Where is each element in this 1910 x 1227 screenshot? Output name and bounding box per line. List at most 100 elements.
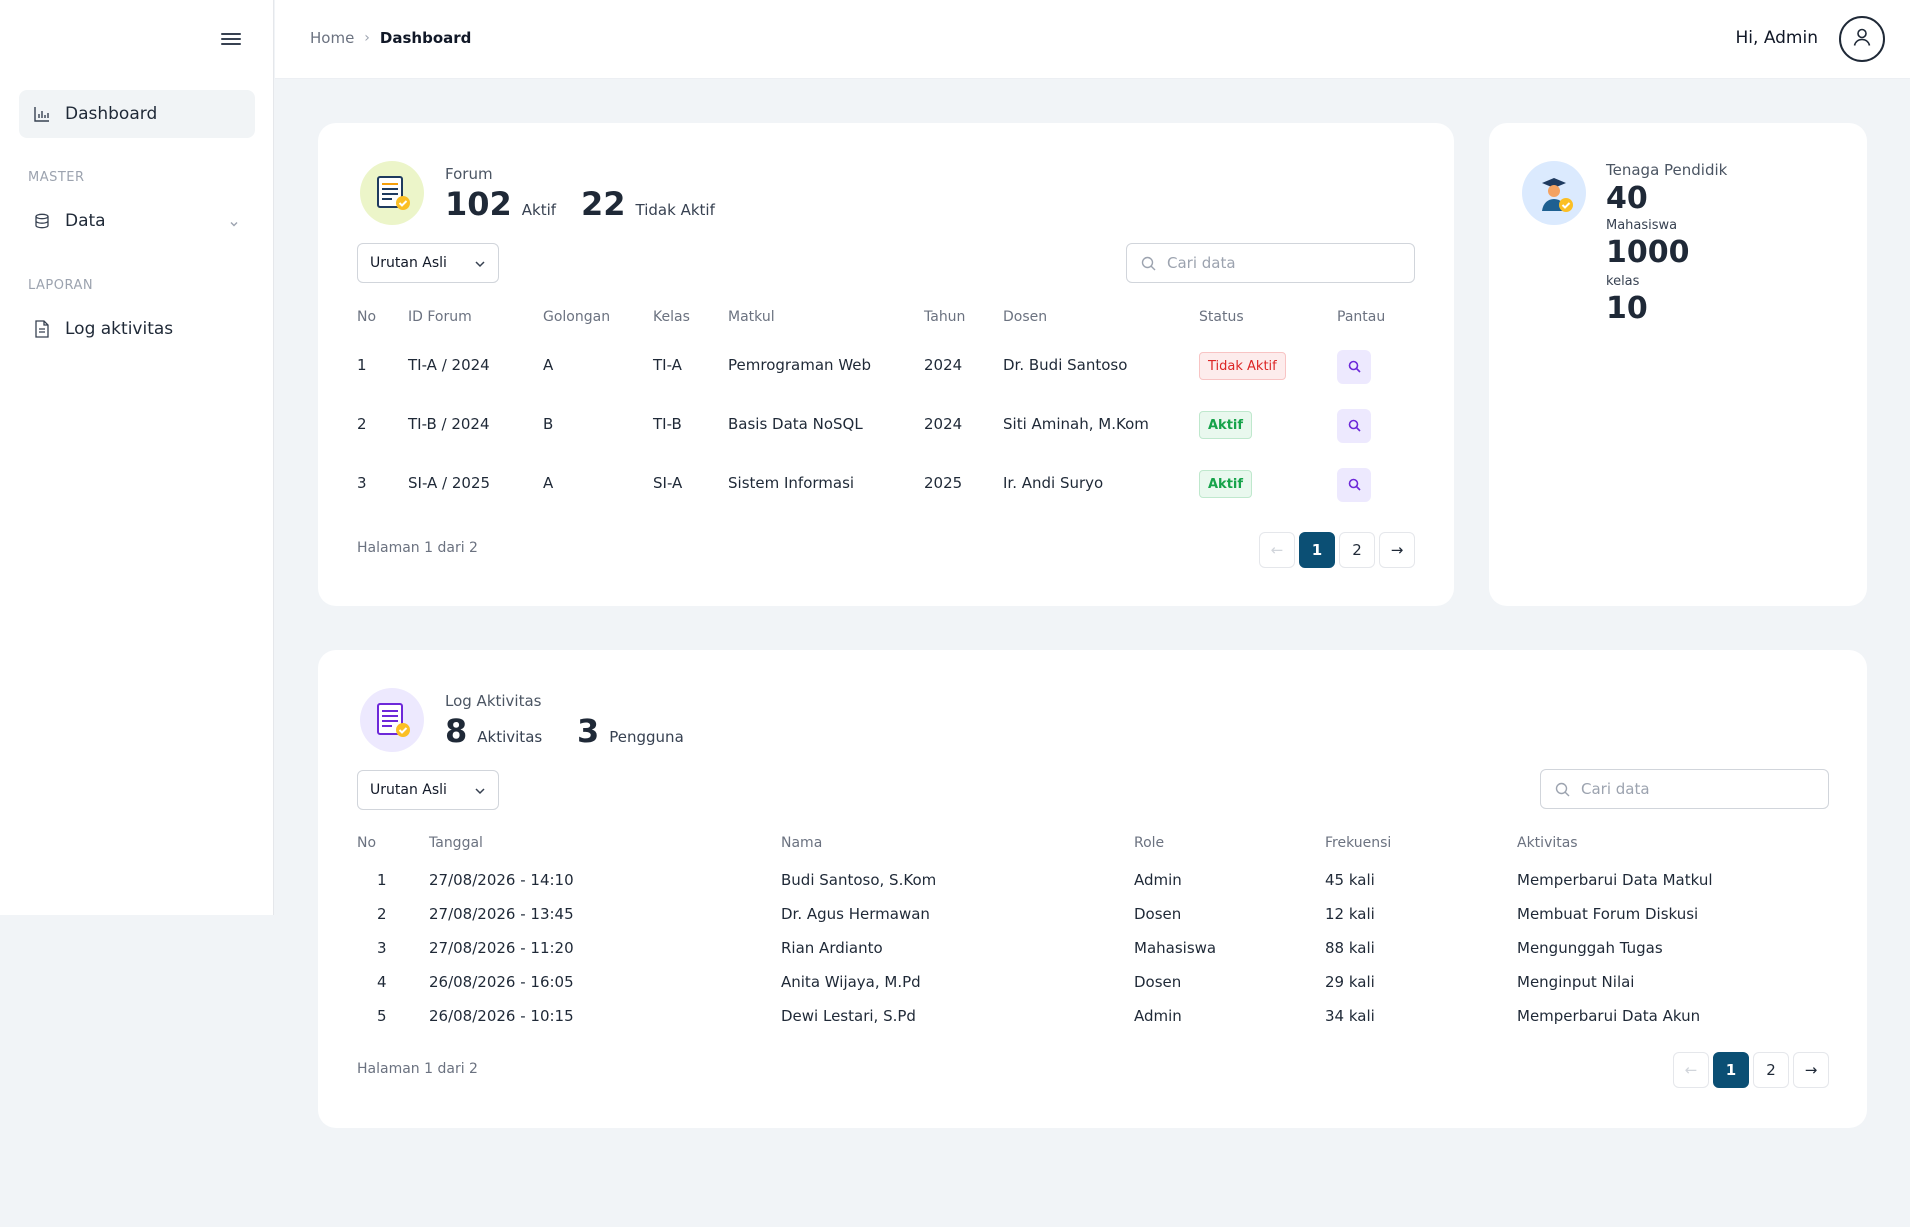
- magnifier-icon: [1348, 476, 1361, 495]
- sidebar: Dashboard MASTER Data LAPORAN Log aktivi…: [0, 0, 274, 915]
- column-header-tanggal: Tanggal: [429, 835, 483, 851]
- prev-page-button[interactable]: ←: [1673, 1052, 1709, 1088]
- forum-page-info: Halaman 1 dari 2: [357, 540, 478, 556]
- log-sort-select[interactable]: Urutan Asli: [357, 770, 499, 810]
- forum-title: Forum: [445, 165, 493, 183]
- forum-cell-no: 1: [357, 356, 367, 374]
- pantau-button[interactable]: [1337, 468, 1371, 502]
- log-cell-no: 3: [377, 939, 387, 957]
- search-icon: [1555, 782, 1570, 801]
- forum-cell-matkul: Basis Data NoSQL: [728, 415, 863, 433]
- log-document-icon: [360, 688, 424, 752]
- log-sort-value: Urutan Asli: [370, 782, 447, 798]
- breadcrumb-current: Dashboard: [379, 29, 472, 47]
- forum-cell-id: SI-A / 2025: [408, 474, 491, 492]
- search-icon: [1141, 256, 1156, 275]
- log-search[interactable]: [1540, 769, 1829, 809]
- chevron-down-icon: [229, 214, 239, 234]
- hamburger-menu-icon[interactable]: [221, 30, 241, 50]
- log-cell-aktivitas: Membuat Forum Diskusi: [1517, 905, 1699, 923]
- page-button-2[interactable]: 2: [1753, 1052, 1789, 1088]
- log-aktivitas-card: Log Aktivitas 8 Aktivitas 3 Pengguna Uru…: [318, 650, 1867, 1128]
- forum-active-stat: 102 Aktif: [445, 185, 556, 223]
- log-cell-frekuensi: 45 kali: [1325, 871, 1375, 889]
- log-cell-nama: Dr. Agus Hermawan: [781, 905, 930, 923]
- mahasiswa-value: 1000: [1606, 235, 1690, 270]
- forum-inactive-label: Tidak Aktif: [635, 201, 715, 219]
- log-cell-no: 2: [377, 905, 387, 923]
- forum-search[interactable]: [1126, 243, 1415, 283]
- log-search-input[interactable]: [1581, 780, 1828, 798]
- log-cell-frekuensi: 88 kali: [1325, 939, 1375, 957]
- next-page-button[interactable]: →: [1379, 532, 1415, 568]
- forum-cell-dosen: Ir. Andi Suryo: [1003, 474, 1104, 492]
- user-icon: [1851, 26, 1873, 52]
- column-header-matkul: Matkul: [728, 309, 775, 325]
- log-cell-aktivitas: Memperbarui Data Matkul: [1517, 871, 1713, 889]
- column-header-id-forum: ID Forum: [408, 309, 472, 325]
- forum-cell-matkul: Sistem Informasi: [728, 474, 855, 492]
- pantau-button[interactable]: [1337, 409, 1371, 443]
- forum-sort-value: Urutan Asli: [370, 255, 447, 271]
- forum-card: Forum 102 Aktif 22 Tidak Aktif Urutan As…: [318, 123, 1454, 606]
- page-button-1[interactable]: 1: [1299, 532, 1335, 568]
- status-badge: Tidak Aktif: [1199, 352, 1286, 380]
- log-page-info: Halaman 1 dari 2: [357, 1061, 478, 1077]
- log-cell-role: Dosen: [1134, 905, 1182, 923]
- forum-cell-id: TI-B / 2024: [408, 415, 490, 433]
- forum-inactive-stat: 22 Tidak Aktif: [581, 185, 715, 223]
- log-cell-aktivitas: Memperbarui Data Akun: [1517, 1007, 1701, 1025]
- page-button-1[interactable]: 1: [1713, 1052, 1749, 1088]
- breadcrumb-home-link[interactable]: Home: [310, 29, 355, 47]
- log-cell-nama: Dewi Lestari, S.Pd: [781, 1007, 916, 1025]
- chevron-down-icon: [474, 785, 486, 801]
- breadcrumb-separator-icon: ›: [364, 30, 370, 46]
- magnifier-icon: [1348, 417, 1361, 436]
- column-header-nama: Nama: [781, 835, 823, 851]
- prev-page-button[interactable]: ←: [1259, 532, 1295, 568]
- breadcrumb: Home › Dashboard: [310, 29, 471, 47]
- forum-inactive-count: 22: [581, 185, 626, 223]
- sidebar-item-dashboard[interactable]: Dashboard: [19, 90, 255, 138]
- forum-cell-tahun: 2024: [924, 356, 963, 374]
- forum-cell-matkul: Pemrograman Web: [728, 356, 872, 374]
- sidebar-item-data[interactable]: Data: [19, 197, 255, 245]
- log-cell-nama: Rian Ardianto: [781, 939, 883, 957]
- log-user-count: 3: [577, 712, 600, 750]
- sidebar-section-laporan: LAPORAN: [28, 278, 94, 293]
- kelas-value: 10: [1606, 291, 1648, 326]
- column-header-golongan: Golongan: [543, 309, 611, 325]
- page-button-2[interactable]: 2: [1339, 532, 1375, 568]
- column-header-kelas: Kelas: [653, 309, 690, 325]
- tenaga-title: Tenaga Pendidik: [1606, 161, 1728, 179]
- sidebar-item-label: Log aktivitas: [65, 319, 174, 339]
- pantau-button[interactable]: [1337, 350, 1371, 384]
- log-pagination: ← 1 2 →: [1673, 1052, 1829, 1088]
- column-header-no: No: [357, 835, 377, 851]
- forum-cell-dosen: Dr. Budi Santoso: [1003, 356, 1128, 374]
- log-cell-aktivitas: Mengunggah Tugas: [1517, 939, 1663, 957]
- forum-cell-tahun: 2024: [924, 415, 963, 433]
- column-header-no: No: [357, 309, 377, 325]
- sidebar-item-log-aktivitas[interactable]: Log aktivitas: [19, 305, 255, 353]
- sidebar-item-label: Dashboard: [65, 104, 158, 124]
- user-avatar-button[interactable]: [1839, 16, 1885, 62]
- bar-chart-icon: [33, 105, 51, 123]
- forum-cell-tahun: 2025: [924, 474, 963, 492]
- log-cell-frekuensi: 29 kali: [1325, 973, 1375, 991]
- forum-search-input[interactable]: [1167, 254, 1414, 272]
- log-activity-label: Aktivitas: [477, 728, 543, 746]
- log-user-stat: 3 Pengguna: [577, 712, 684, 750]
- next-page-button[interactable]: →: [1793, 1052, 1829, 1088]
- log-cell-no: 5: [377, 1007, 387, 1025]
- tenaga-pendidik-card: Tenaga Pendidik 40 Mahasiswa 1000 kelas …: [1489, 123, 1867, 606]
- forum-sort-select[interactable]: Urutan Asli: [357, 243, 499, 283]
- user-greeting: Hi, Admin: [1735, 28, 1819, 48]
- column-header-role: Role: [1134, 835, 1165, 851]
- kelas-label: kelas: [1606, 274, 1640, 289]
- database-icon: [33, 212, 51, 230]
- log-cell-no: 4: [377, 973, 387, 991]
- column-header-tahun: Tahun: [924, 309, 966, 325]
- forum-cell-kelas: TI-B: [653, 415, 682, 433]
- column-header-aktivitas: Aktivitas: [1517, 835, 1578, 851]
